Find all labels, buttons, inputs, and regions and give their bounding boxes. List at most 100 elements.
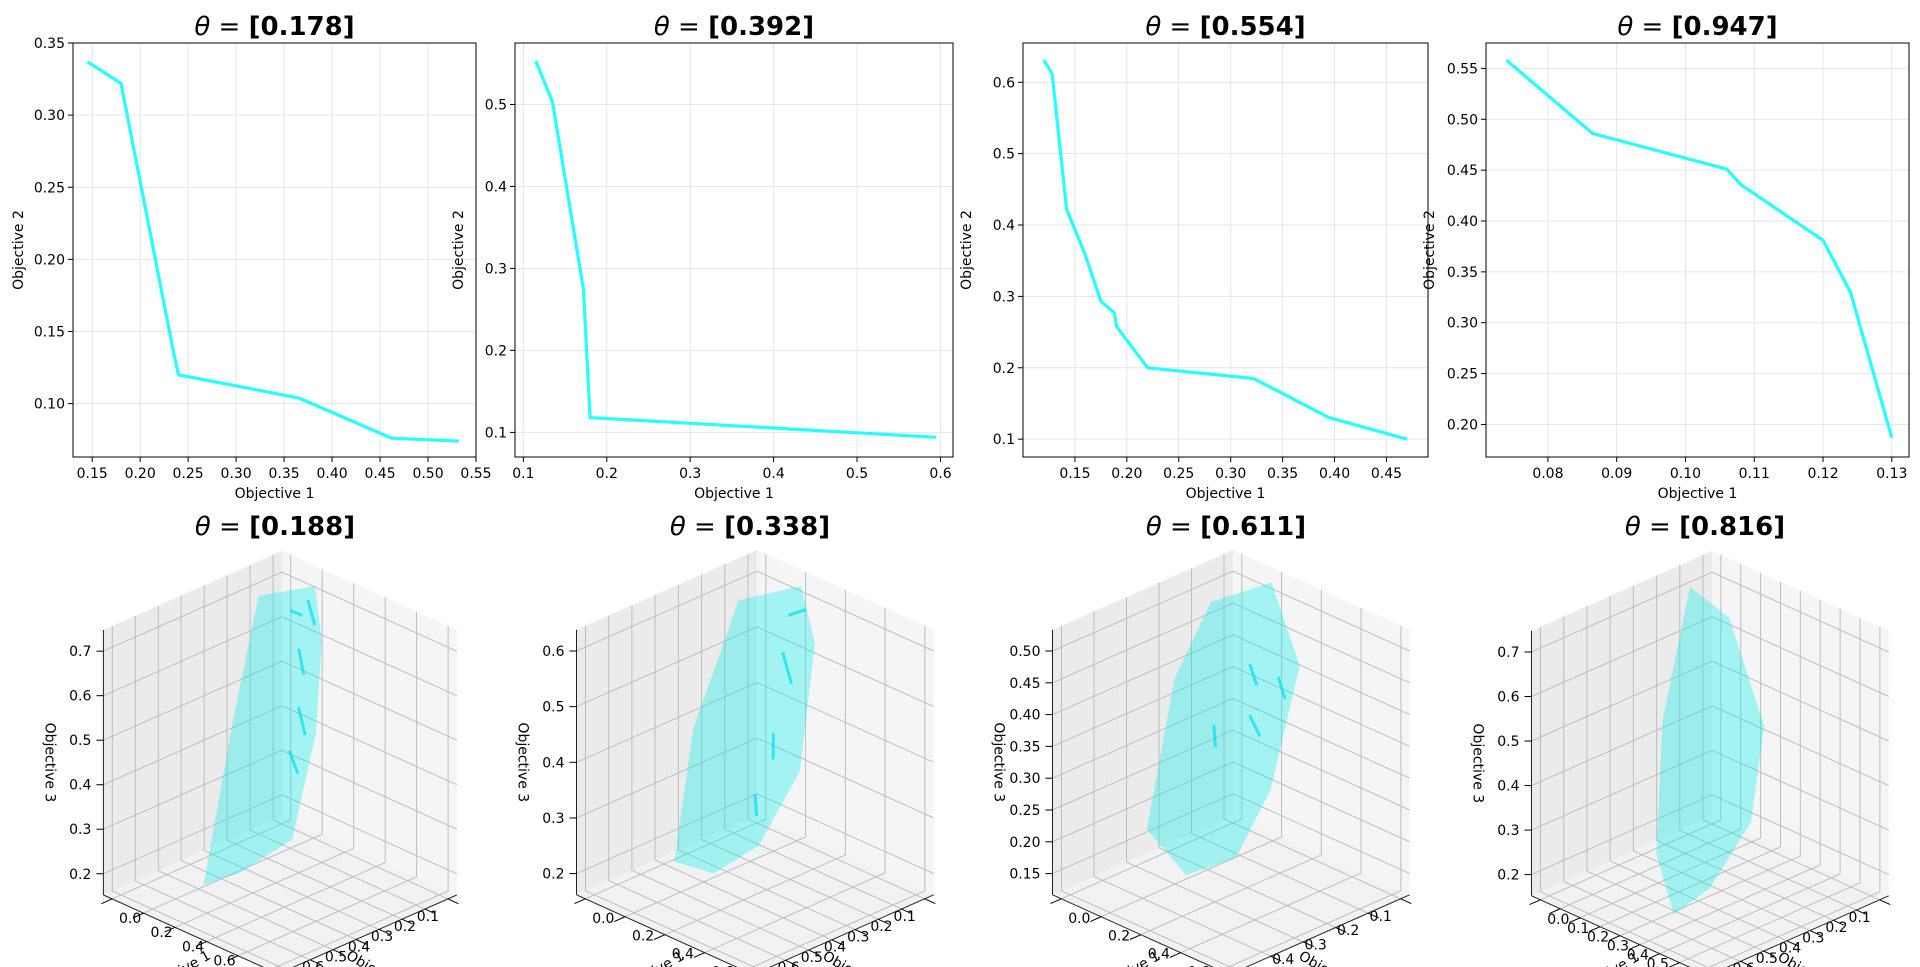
- z-tick-label: 0.3: [542, 811, 564, 827]
- x-tick-label: 0.20: [1111, 466, 1142, 482]
- y-gridline: [585, 625, 756, 967]
- x-tick-mark: [164, 926, 176, 933]
- x-tick-label: 0.6: [1187, 965, 1209, 967]
- x-tick-label: 0.6: [711, 965, 733, 967]
- title-value: [0.178]: [249, 12, 355, 42]
- y-tick-label: 0.3: [1305, 938, 1327, 954]
- surface-fold: [296, 706, 307, 736]
- x-gridline: [1708, 626, 1881, 967]
- x-tick-label: 0.45: [364, 466, 395, 482]
- y-tick-label: 0.3: [371, 929, 393, 945]
- x-gridline: [111, 554, 292, 900]
- y-tick-mark: [1879, 899, 1891, 906]
- y-tick-label: 0.2: [993, 361, 1015, 377]
- pareto-front-line: [86, 60, 459, 443]
- y-gridline: [1632, 585, 1811, 932]
- y-tick-label: 0.1: [993, 432, 1015, 448]
- z-tick-label: 0.40: [1009, 708, 1040, 724]
- x-tick-mark: [1549, 908, 1561, 915]
- x-axis-label: Objective 1: [1086, 948, 1163, 967]
- x-tick-label: 0.40: [1319, 466, 1350, 482]
- z-gridline: [103, 660, 458, 741]
- z-gridline: [576, 793, 934, 875]
- y-tick-label: 0.3: [1802, 930, 1824, 946]
- line-chart-2: 0.1 0.2 0.3 0.4 0.5 0.6 0.1 0.2 0.3 0.4 0.5 Objecti…: [451, 12, 954, 502]
- y-tick-label: 0.2: [870, 919, 892, 935]
- x-tick-label: 0.4: [1627, 948, 1649, 964]
- y-axis-label: Objective 2: [11, 210, 27, 290]
- surface-chart-2: 0.00.20.40.60.80.10.20.30.40.50.60.70.80…: [515, 512, 936, 967]
- y-tick-label: 0.15: [34, 325, 65, 341]
- y-tick-label: 0.1: [485, 425, 507, 441]
- y-gridline: [272, 554, 449, 900]
- x-gridline: [237, 611, 418, 957]
- x-tick-label: 0.50: [412, 466, 443, 482]
- z-tick-label: 0.50: [1009, 644, 1040, 660]
- x-tick-label: 0.0: [1547, 912, 1569, 928]
- x-tick-label: 0.20: [125, 466, 156, 482]
- x-tick-mark: [1588, 926, 1601, 932]
- z-gridline: [1052, 602, 1410, 684]
- y-tick-mark: [854, 929, 866, 935]
- x-tick-mark: [1169, 952, 1181, 958]
- z-gridline: [576, 737, 934, 819]
- y-tick-mark: [878, 918, 890, 925]
- y-tick-label: 0.25: [34, 180, 65, 196]
- x-tick-label: 0.25: [1163, 466, 1194, 482]
- z-axis-label: Objective 3: [41, 723, 57, 803]
- y-tick-label: 0.2: [485, 343, 507, 359]
- chart-title: θ = [0.816]: [1625, 512, 1785, 542]
- x-tick-label: 0.1: [1567, 921, 1589, 937]
- y-gridline: [111, 626, 282, 967]
- title-value: [0.338]: [724, 512, 830, 542]
- plot-frame: [1485, 42, 1910, 458]
- y-tick-label: 0.6: [302, 960, 324, 967]
- z-tick-label: 0.3: [69, 822, 91, 838]
- x-gridline: [1061, 554, 1243, 900]
- x-tick-label: 0.4: [1148, 947, 1170, 963]
- x-tick-label: 0.6: [1666, 966, 1688, 967]
- x-tick-label: 0.35: [269, 466, 300, 482]
- z-tick-label: 0.7: [69, 644, 91, 660]
- floor-pane: [576, 815, 934, 967]
- x-tick-label: 0.2: [1108, 929, 1130, 945]
- x-tick-label: 0.30: [1215, 466, 1246, 482]
- y-tick-mark: [1740, 960, 1752, 967]
- x-tick-mark: [1050, 898, 1062, 905]
- x-gridline: [1579, 572, 1762, 919]
- z-tick-label: 0.3: [1497, 823, 1519, 839]
- x-gridline: [275, 626, 449, 967]
- y-tick-label: 0.2: [1825, 920, 1847, 936]
- y-tick-mark: [1809, 930, 1821, 936]
- x-axis-label: Objective 1: [1186, 486, 1266, 502]
- x-tick-mark: [101, 898, 113, 905]
- chart-title: θ = [0.392]: [654, 12, 814, 42]
- chart-title: θ = [0.611]: [1146, 512, 1306, 542]
- x-gridline: [1679, 617, 1861, 964]
- x-tick-mark: [132, 912, 144, 919]
- y-axis-label: Objective 2: [820, 948, 897, 967]
- x-tick-label: 0.15: [1059, 466, 1090, 482]
- x-axis-label: Objective 1: [1565, 949, 1642, 967]
- x-tick-mark: [693, 952, 705, 958]
- title-theta: θ =: [654, 12, 708, 42]
- y-tick-label: 0.4: [485, 179, 507, 195]
- z-tick-label: 0.45: [1009, 676, 1040, 692]
- y-tick-label: 0.35: [1447, 265, 1478, 281]
- x-gridline: [1540, 555, 1722, 901]
- z-tick-label: 0.15: [1009, 867, 1040, 883]
- front-axis-edges: [103, 894, 458, 967]
- z-tick-label: 0.4: [69, 778, 91, 794]
- floor-pane: [1531, 816, 1889, 967]
- z-axis-label: Objective 3: [1470, 723, 1486, 803]
- y-tick-label: 0.35: [34, 36, 65, 52]
- y-gridline: [1609, 596, 1788, 942]
- x-tick-label: 0.2: [150, 925, 172, 941]
- z-tick-label: 0.6: [1497, 690, 1519, 706]
- x-tick-label: 0.4: [762, 466, 784, 482]
- x-tick-mark: [1529, 899, 1541, 906]
- z-tick-label: 0.25: [1009, 803, 1040, 819]
- chart-title: θ = [0.338]: [670, 512, 830, 542]
- x-tick-label: 0.55: [460, 466, 491, 482]
- y-tick-mark: [332, 949, 344, 955]
